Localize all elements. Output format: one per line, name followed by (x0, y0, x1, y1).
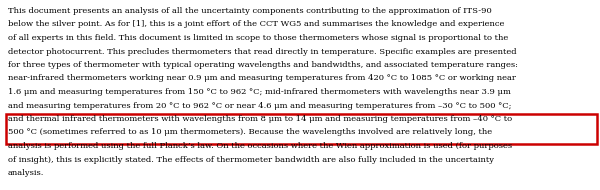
Text: for three types of thermometer with typical operating wavelengths and bandwidths: for three types of thermometer with typi… (8, 61, 518, 69)
Text: 500 °C (sometimes referred to as 10 μm thermometers). Because the wavelengths in: 500 °C (sometimes referred to as 10 μm t… (8, 128, 492, 136)
Text: detector photocurrent. This precludes thermometers that read directly in tempera: detector photocurrent. This precludes th… (8, 48, 517, 55)
Text: analysis is performed using the full Planck’s law. On the occasions where the Wi: analysis is performed using the full Pla… (8, 142, 512, 150)
Text: of all experts in this field. This document is limited in scope to those thermom: of all experts in this field. This docum… (8, 34, 508, 42)
Text: and measuring temperatures from 20 °C to 962 °C or near 4.6 μm and measuring tem: and measuring temperatures from 20 °C to… (8, 101, 511, 109)
Text: analysis.: analysis. (8, 169, 44, 177)
Text: of insight), this is explicitly stated. The effects of thermometer bandwidth are: of insight), this is explicitly stated. … (8, 155, 494, 164)
Text: below the silver point. As for [1], this is a joint effort of the CCT WG5 and su: below the silver point. As for [1], this… (8, 21, 505, 28)
Text: 1.6 μm and measuring temperatures from 150 °C to 962 °C; mid-infrared thermomete: 1.6 μm and measuring temperatures from 1… (8, 88, 511, 96)
Text: This document presents an analysis of all the uncertainty components contributin: This document presents an analysis of al… (8, 7, 492, 15)
Bar (6, 113, 597, 143)
Text: and thermal infrared thermometers with wavelengths from 8 μm to 14 μm and measur: and thermal infrared thermometers with w… (8, 115, 512, 123)
Text: near-infrared thermometers working near 0.9 μm and measuring temperatures from 4: near-infrared thermometers working near … (8, 74, 516, 82)
